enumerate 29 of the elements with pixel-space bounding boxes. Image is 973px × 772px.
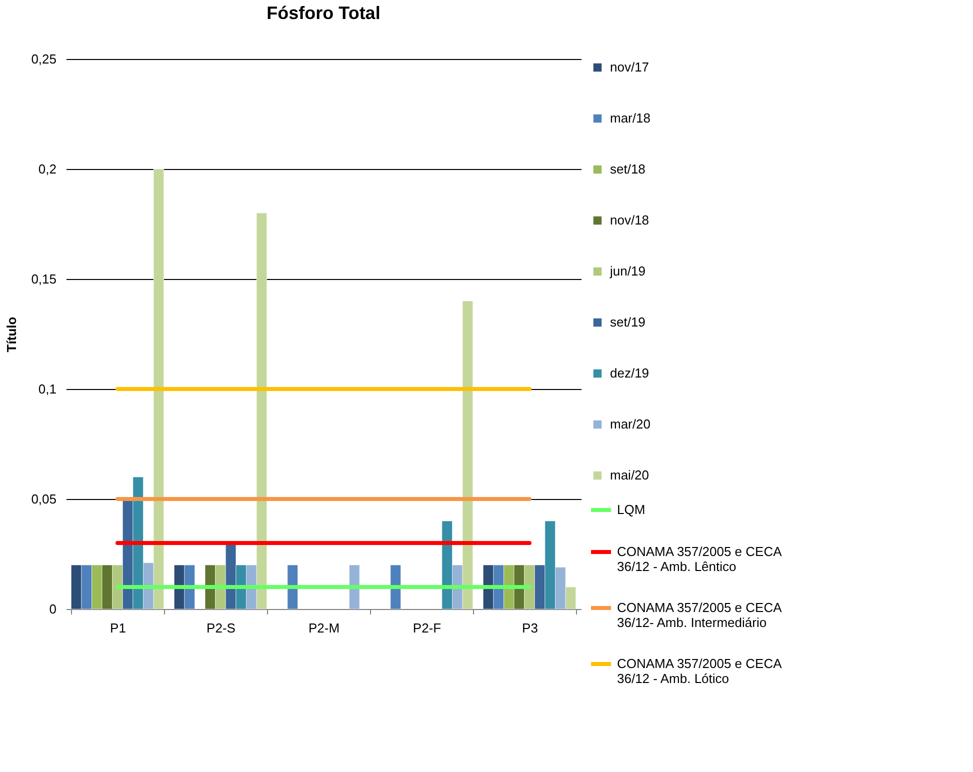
x-tick-label: P1	[110, 620, 126, 636]
x-tick-label: P3	[522, 620, 538, 636]
x-tick-label: P2-S	[206, 620, 236, 636]
y-tick-label: 0,2	[38, 162, 56, 176]
bar	[390, 564, 401, 610]
legend-label: mai/20	[610, 468, 650, 482]
bar	[287, 564, 298, 610]
legend-label: set/19	[610, 314, 646, 330]
y-tick-label: 0,1	[38, 382, 56, 396]
legend-label: mar/18	[610, 110, 650, 126]
bar	[349, 564, 360, 610]
y-tick-label: 0,25	[31, 52, 56, 66]
legend-label: CONAMA 357/2005 e CECA 36/12 - Amb. Lótico	[617, 656, 782, 686]
chart-title: Fósforo Total	[266, 3, 380, 23]
x-tick-label: P2-F	[412, 620, 442, 636]
y-axis-title: Título	[4, 316, 20, 352]
y-tick-label: 0	[49, 602, 56, 616]
legend-label: nov/18	[610, 212, 650, 228]
legend-label: set/18	[610, 162, 646, 176]
legend-label: nov/17	[610, 60, 650, 74]
legend-label: dez/19	[610, 366, 650, 380]
legend-label: mar/20	[610, 416, 650, 432]
legend-label: jun/19	[609, 264, 646, 278]
y-tick-label: 0,15	[31, 272, 56, 286]
legend-label: CONAMA 357/2005 e CECA 36/12 - Amb. Lêntico	[617, 544, 782, 574]
y-tick-label: 0,05	[31, 492, 56, 506]
x-tick-label: P2-M	[308, 620, 340, 636]
legend-label: CONAMA 357/2005 e CECA 36/12- Amb. Intermediário	[617, 600, 782, 630]
legend-label: LQM	[617, 502, 646, 517]
